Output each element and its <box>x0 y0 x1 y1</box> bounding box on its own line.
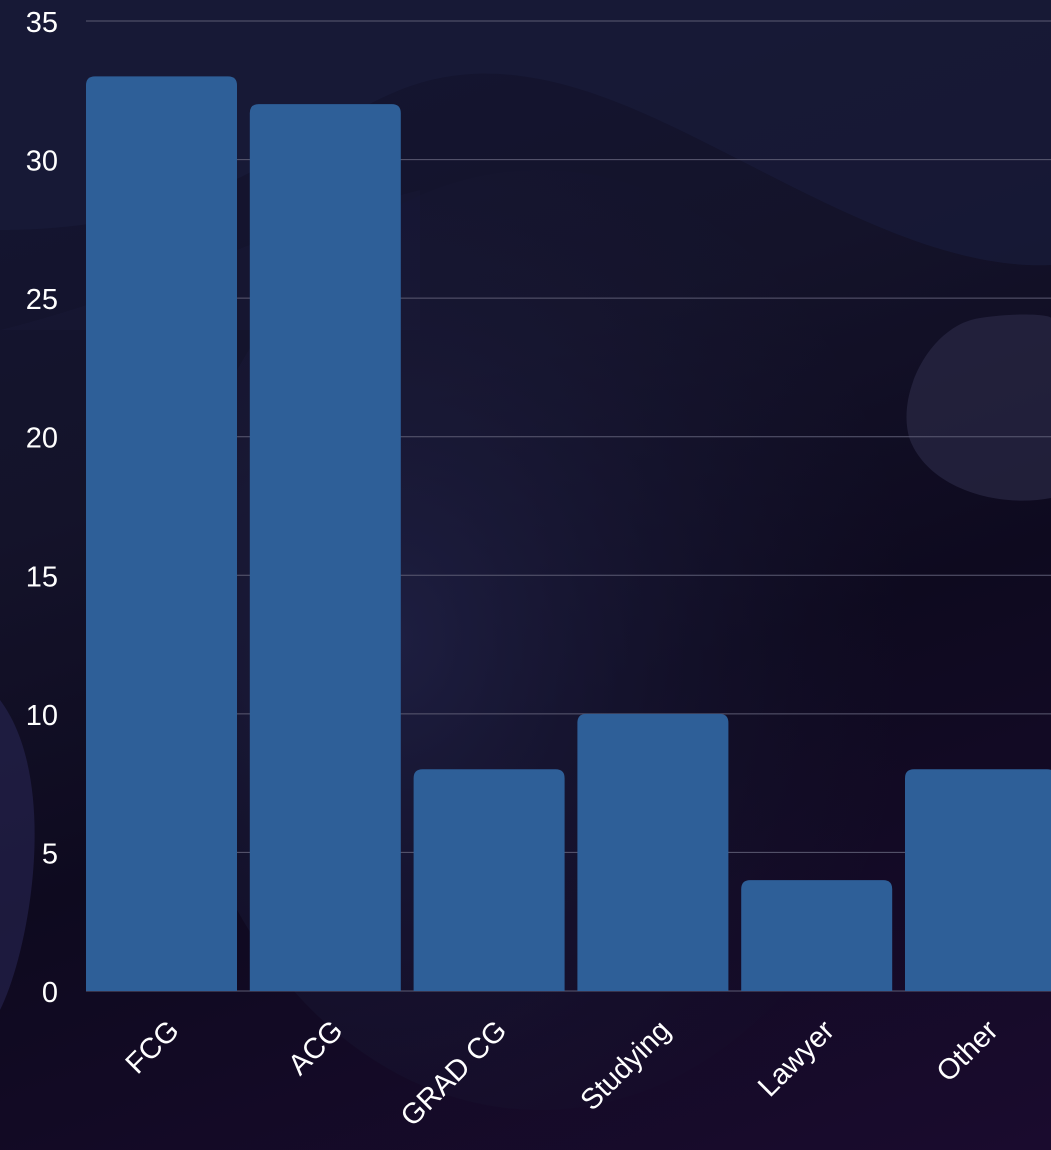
gridlines <box>86 20 1051 992</box>
x-tick-label: GRAD CG <box>395 1014 513 1132</box>
x-tick-label: Studying <box>575 1014 677 1116</box>
y-tick-label: 30 <box>26 146 58 178</box>
y-tick-label: 5 <box>42 838 58 870</box>
x-tick-label: FCG <box>120 1014 186 1080</box>
bar-other <box>905 769 1051 991</box>
bar-studying <box>577 713 729 991</box>
bar-lawyer <box>741 880 893 991</box>
y-tick-label: 15 <box>26 561 58 593</box>
y-tick-label: 20 <box>26 423 58 455</box>
y-tick-label: 0 <box>42 977 58 1009</box>
x-axis: FCG ACG GRAD CG Studying Lawyer Other <box>120 1014 1005 1133</box>
y-tick-label: 25 <box>26 284 58 316</box>
bar-fcg <box>86 76 237 991</box>
x-tick-label: ACG <box>282 1014 349 1081</box>
y-tick-label: 10 <box>26 700 58 732</box>
x-tick-label: Other <box>931 1014 1005 1088</box>
bars <box>86 76 1051 991</box>
y-tick-label: 35 <box>26 7 58 39</box>
bar-grad-cg <box>413 769 565 991</box>
bar-acg <box>249 104 401 991</box>
y-axis: 0 5 10 15 20 25 30 35 <box>26 7 58 1009</box>
x-tick-label: Lawyer <box>752 1014 841 1103</box>
